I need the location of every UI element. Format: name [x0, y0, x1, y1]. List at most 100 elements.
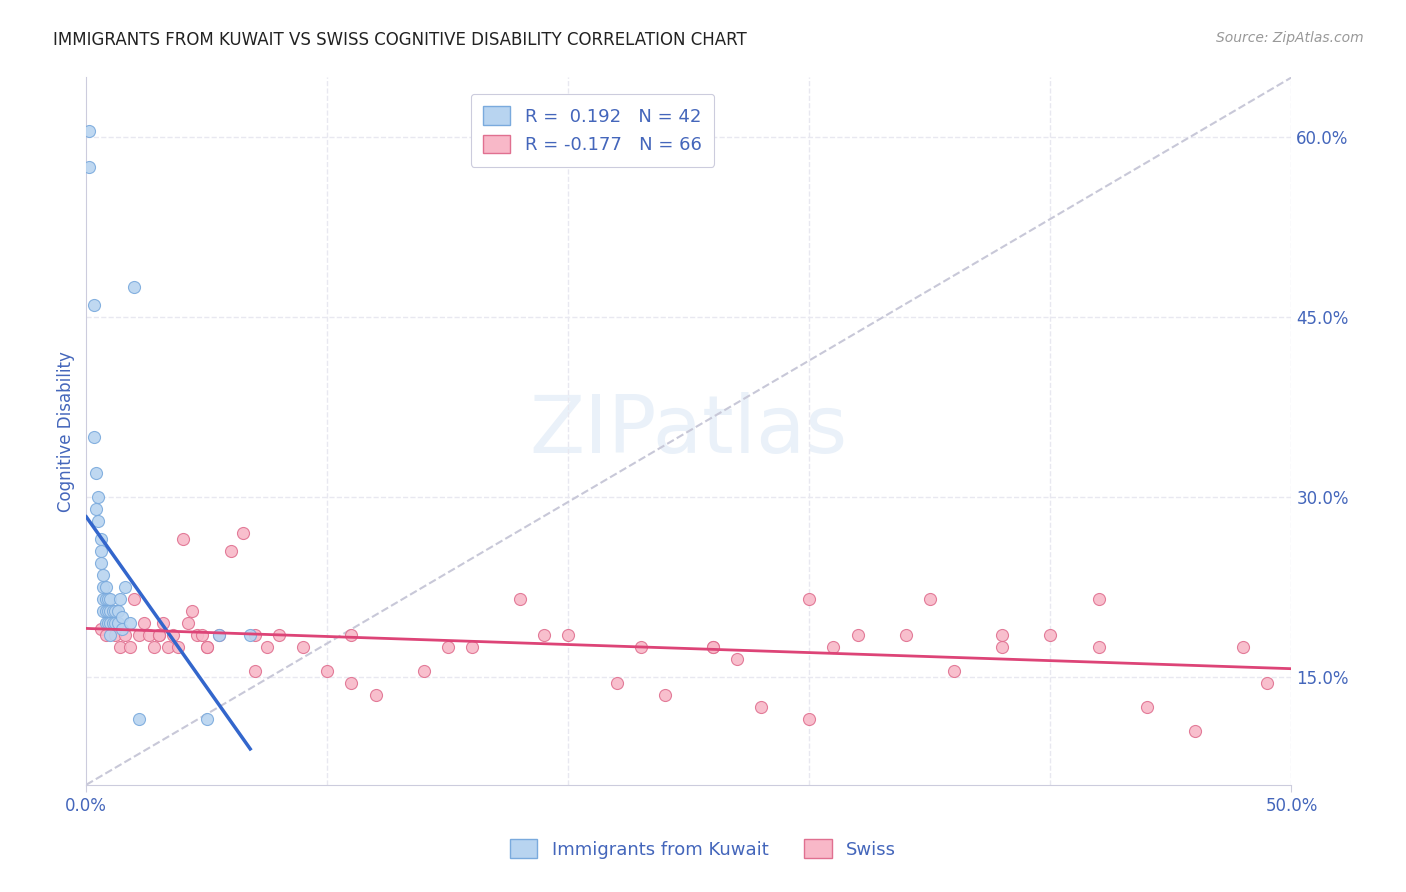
Point	[100, 615, 122, 630]
Point	[152, 615, 174, 630]
Point	[437, 640, 460, 654]
Point	[292, 640, 315, 654]
Point	[181, 604, 204, 618]
Point	[918, 591, 941, 606]
Point	[108, 640, 131, 654]
Point	[111, 622, 134, 636]
Point	[108, 591, 131, 606]
Point	[114, 628, 136, 642]
Point	[118, 615, 141, 630]
Point	[100, 628, 122, 642]
Point	[316, 664, 339, 678]
Point	[191, 628, 214, 642]
Point	[269, 628, 291, 642]
Point	[94, 604, 117, 618]
Point	[172, 532, 194, 546]
Point	[91, 604, 114, 618]
Point	[94, 628, 117, 642]
Point	[90, 544, 112, 558]
Point	[94, 580, 117, 594]
Y-axis label: Cognitive Disability: Cognitive Disability	[58, 351, 75, 511]
Point	[90, 532, 112, 546]
Text: ZIPatlas: ZIPatlas	[530, 392, 848, 470]
Point	[340, 676, 363, 690]
Point	[219, 544, 242, 558]
Point	[702, 640, 724, 654]
Point	[101, 604, 124, 618]
Point	[77, 124, 100, 138]
Point	[243, 664, 266, 678]
Point	[100, 604, 122, 618]
Point	[138, 628, 160, 642]
Point	[991, 628, 1014, 642]
Point	[167, 640, 190, 654]
Point	[1087, 591, 1109, 606]
Point	[87, 490, 110, 504]
Point	[509, 591, 531, 606]
Point	[364, 688, 387, 702]
Point	[461, 640, 484, 654]
Point	[101, 615, 124, 630]
Point	[606, 676, 628, 690]
Point	[90, 622, 112, 636]
Legend: R =  0.192   N = 42, R = -0.177   N = 66: R = 0.192 N = 42, R = -0.177 N = 66	[471, 94, 714, 167]
Point	[100, 615, 122, 630]
Point	[1039, 628, 1062, 642]
Point	[83, 298, 105, 312]
Point	[991, 640, 1014, 654]
Point	[340, 628, 363, 642]
Point	[91, 580, 114, 594]
Point	[94, 615, 117, 630]
Point	[114, 580, 136, 594]
Point	[749, 699, 772, 714]
Point	[1136, 699, 1159, 714]
Point	[104, 628, 127, 642]
Point	[702, 640, 724, 654]
Point	[162, 628, 184, 642]
Point	[142, 640, 165, 654]
Point	[533, 628, 555, 642]
Point	[128, 628, 150, 642]
Point	[90, 556, 112, 570]
Point	[77, 161, 100, 175]
Point	[100, 591, 122, 606]
Point	[1256, 676, 1278, 690]
Point	[124, 591, 146, 606]
Point	[557, 628, 579, 642]
Point	[91, 591, 114, 606]
Point	[84, 502, 107, 516]
Point	[195, 640, 218, 654]
Point	[97, 604, 120, 618]
Point	[195, 640, 218, 654]
Point	[157, 640, 180, 654]
Point	[1087, 640, 1109, 654]
Point	[87, 514, 110, 528]
Point	[799, 712, 821, 726]
Point	[111, 610, 134, 624]
Point	[894, 628, 917, 642]
Point	[97, 615, 120, 630]
Point	[208, 628, 231, 642]
Point	[239, 628, 262, 642]
Text: IMMIGRANTS FROM KUWAIT VS SWISS COGNITIVE DISABILITY CORRELATION CHART: IMMIGRANTS FROM KUWAIT VS SWISS COGNITIV…	[53, 31, 747, 49]
Point	[186, 628, 208, 642]
Point	[256, 640, 278, 654]
Point	[148, 628, 170, 642]
Point	[943, 664, 966, 678]
Point	[823, 640, 845, 654]
Point	[84, 466, 107, 480]
Point	[134, 615, 156, 630]
Point	[630, 640, 652, 654]
Point	[725, 652, 748, 666]
Point	[118, 640, 141, 654]
Point	[176, 615, 198, 630]
Point	[128, 712, 150, 726]
Point	[208, 628, 231, 642]
Point	[83, 430, 105, 444]
Point	[846, 628, 869, 642]
Point	[91, 568, 114, 582]
Point	[104, 604, 127, 618]
Point	[195, 712, 218, 726]
Point	[94, 591, 117, 606]
Text: Source: ZipAtlas.com: Source: ZipAtlas.com	[1216, 31, 1364, 45]
